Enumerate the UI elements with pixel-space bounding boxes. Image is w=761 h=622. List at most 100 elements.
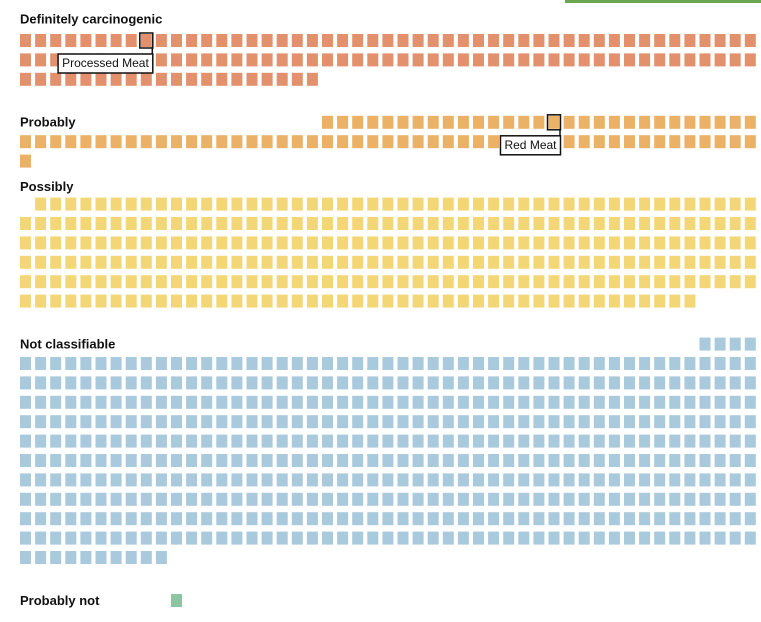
unit-square <box>669 294 681 308</box>
unit-square <box>397 236 409 250</box>
unit-square <box>201 395 213 409</box>
unit-square <box>714 115 726 129</box>
unit-square <box>729 236 741 250</box>
unit-square <box>231 492 243 506</box>
unit-square <box>518 357 530 370</box>
unit-square <box>533 434 545 448</box>
unit-square <box>186 395 198 409</box>
unit-square <box>337 357 349 370</box>
unit-square <box>442 34 454 47</box>
unit-square <box>367 294 379 308</box>
unit-square <box>201 135 213 149</box>
unit-square <box>261 72 273 86</box>
unit-square <box>65 135 77 149</box>
unit-square <box>186 454 198 467</box>
unit-square <box>457 357 469 370</box>
unit-square <box>548 415 560 429</box>
unit-square <box>171 492 182 506</box>
unit-square <box>171 434 182 448</box>
unit-square <box>382 34 394 47</box>
unit-square <box>50 53 62 67</box>
unit-square <box>518 197 530 211</box>
unit-square <box>548 434 560 448</box>
unit-square <box>593 454 605 467</box>
unit-square <box>337 217 349 230</box>
unit-square <box>80 275 92 289</box>
unit-square <box>65 531 77 545</box>
unit-square <box>427 415 439 429</box>
unit-square <box>125 357 137 370</box>
unit-square <box>412 395 424 409</box>
unit-square <box>473 454 484 467</box>
unit-square <box>20 512 31 526</box>
unit-square <box>322 357 333 370</box>
unit-square <box>699 255 711 269</box>
unit-square <box>729 473 741 487</box>
unit-square <box>593 255 605 269</box>
unit-square <box>654 531 666 545</box>
unit-square <box>80 473 92 487</box>
unit-square <box>201 275 213 289</box>
unit-square <box>20 551 31 564</box>
unit-square <box>291 294 303 308</box>
unit-square <box>397 255 409 269</box>
unit-square <box>714 454 726 467</box>
unit-square <box>639 217 651 230</box>
unit-square <box>744 531 756 545</box>
unit-square <box>367 473 379 487</box>
unit-square <box>593 415 605 429</box>
unit-square <box>50 434 62 448</box>
unit-square <box>216 72 228 86</box>
unit-square <box>624 376 635 390</box>
unit-square <box>518 531 530 545</box>
unit-square <box>20 34 31 47</box>
unit-square <box>306 135 318 149</box>
unit-square <box>231 357 243 370</box>
unit-square <box>639 434 651 448</box>
unit-square <box>246 512 258 526</box>
unit-square <box>306 512 318 526</box>
unit-square <box>714 197 726 211</box>
unit-square <box>291 135 303 149</box>
unit-square <box>20 357 31 370</box>
unit-square <box>654 415 666 429</box>
unit-square <box>125 454 137 467</box>
unit-square <box>624 454 635 467</box>
unit-square <box>80 434 92 448</box>
unit-square <box>171 236 182 250</box>
unit-square <box>352 135 364 149</box>
unit-square <box>201 236 213 250</box>
unit-square <box>110 395 122 409</box>
unit-square <box>276 434 288 448</box>
unit-square <box>397 434 409 448</box>
unit-square <box>50 236 62 250</box>
unit-square <box>442 454 454 467</box>
unit-square <box>699 236 711 250</box>
unit-square <box>548 473 560 487</box>
unit-square <box>276 294 288 308</box>
unit-square <box>80 492 92 506</box>
unit-square <box>231 512 243 526</box>
unit-square <box>276 454 288 467</box>
unit-square <box>140 512 152 526</box>
unit-square <box>155 357 167 370</box>
unit-square <box>669 53 681 67</box>
unit-square <box>35 135 47 149</box>
unit-square <box>397 492 409 506</box>
unit-square <box>125 275 137 289</box>
unit-square <box>80 551 92 564</box>
unit-square <box>382 454 394 467</box>
unit-square <box>382 294 394 308</box>
unit-square <box>397 454 409 467</box>
unit-square <box>95 492 107 506</box>
unit-square <box>50 492 62 506</box>
unit-square <box>367 217 379 230</box>
unit-square <box>473 197 484 211</box>
unit-square <box>744 512 756 526</box>
unit-square <box>155 531 167 545</box>
unit-square <box>729 434 741 448</box>
unit-square <box>110 531 122 545</box>
unit-square <box>201 473 213 487</box>
unit-square <box>276 236 288 250</box>
unit-square <box>186 236 198 250</box>
